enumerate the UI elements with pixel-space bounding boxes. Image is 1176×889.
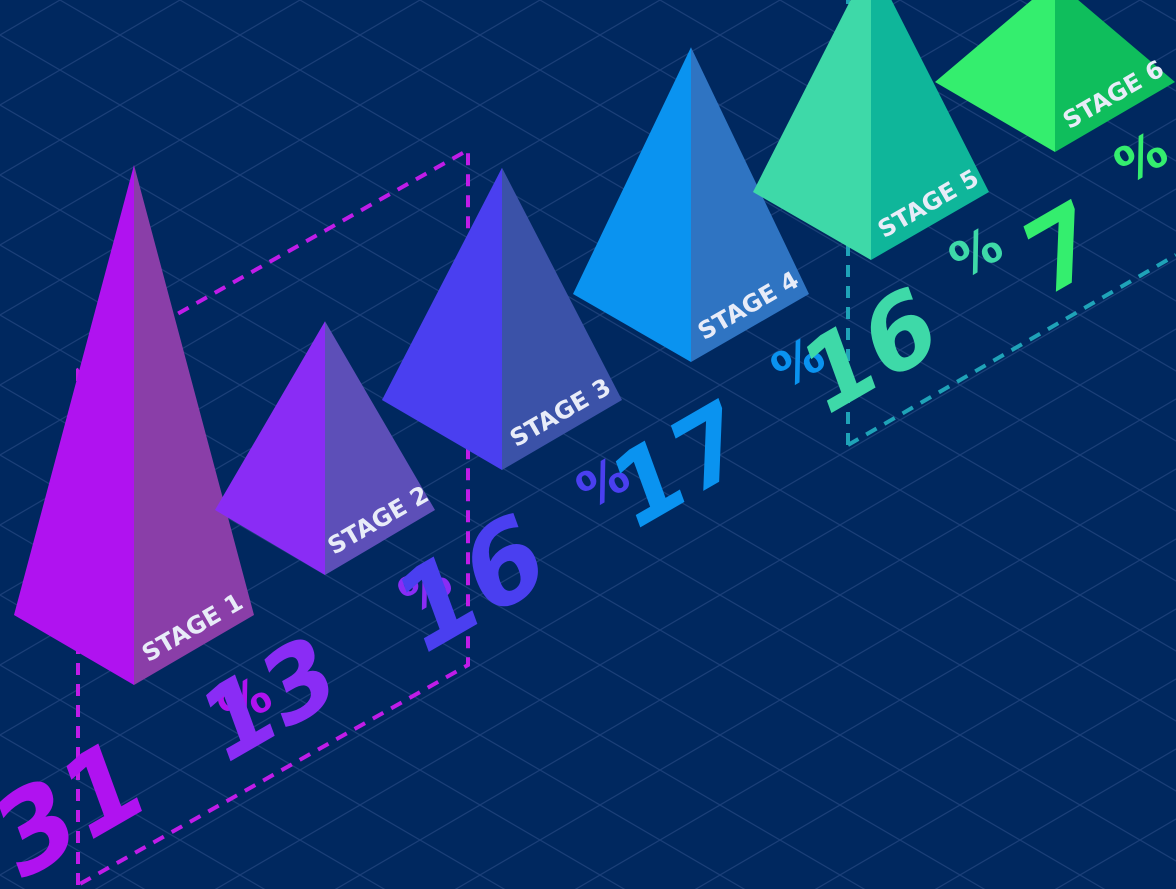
pyramid-stage-3 bbox=[382, 167, 622, 470]
pyramid-face-right-2 bbox=[325, 321, 435, 575]
pyramid-group bbox=[14, 0, 1175, 685]
pyramid-face-left-2 bbox=[215, 321, 325, 575]
bracket-teal bbox=[846, 0, 1176, 447]
pyramid-face-right-6 bbox=[1055, 0, 1175, 152]
pyramid-stage-4 bbox=[573, 47, 809, 363]
pyramid-face-left-1 bbox=[14, 165, 134, 685]
pyramid-face-left-4 bbox=[573, 47, 691, 363]
pyramid-stage-5 bbox=[753, 0, 989, 260]
pyramid-stage-6 bbox=[935, 0, 1175, 152]
pyramid-face-left-6 bbox=[935, 0, 1055, 152]
pyramid-face-right-1 bbox=[134, 165, 254, 685]
pyramid-face-right-4 bbox=[691, 47, 809, 363]
pyramid-face-left-5 bbox=[753, 0, 871, 260]
pyramid-face-left-3 bbox=[382, 167, 502, 470]
pyramid-face-right-5 bbox=[871, 0, 989, 260]
pyramid-stage-2 bbox=[215, 321, 435, 575]
pyramid-stage-1 bbox=[14, 165, 254, 685]
pyramid-face-right-3 bbox=[502, 167, 622, 470]
